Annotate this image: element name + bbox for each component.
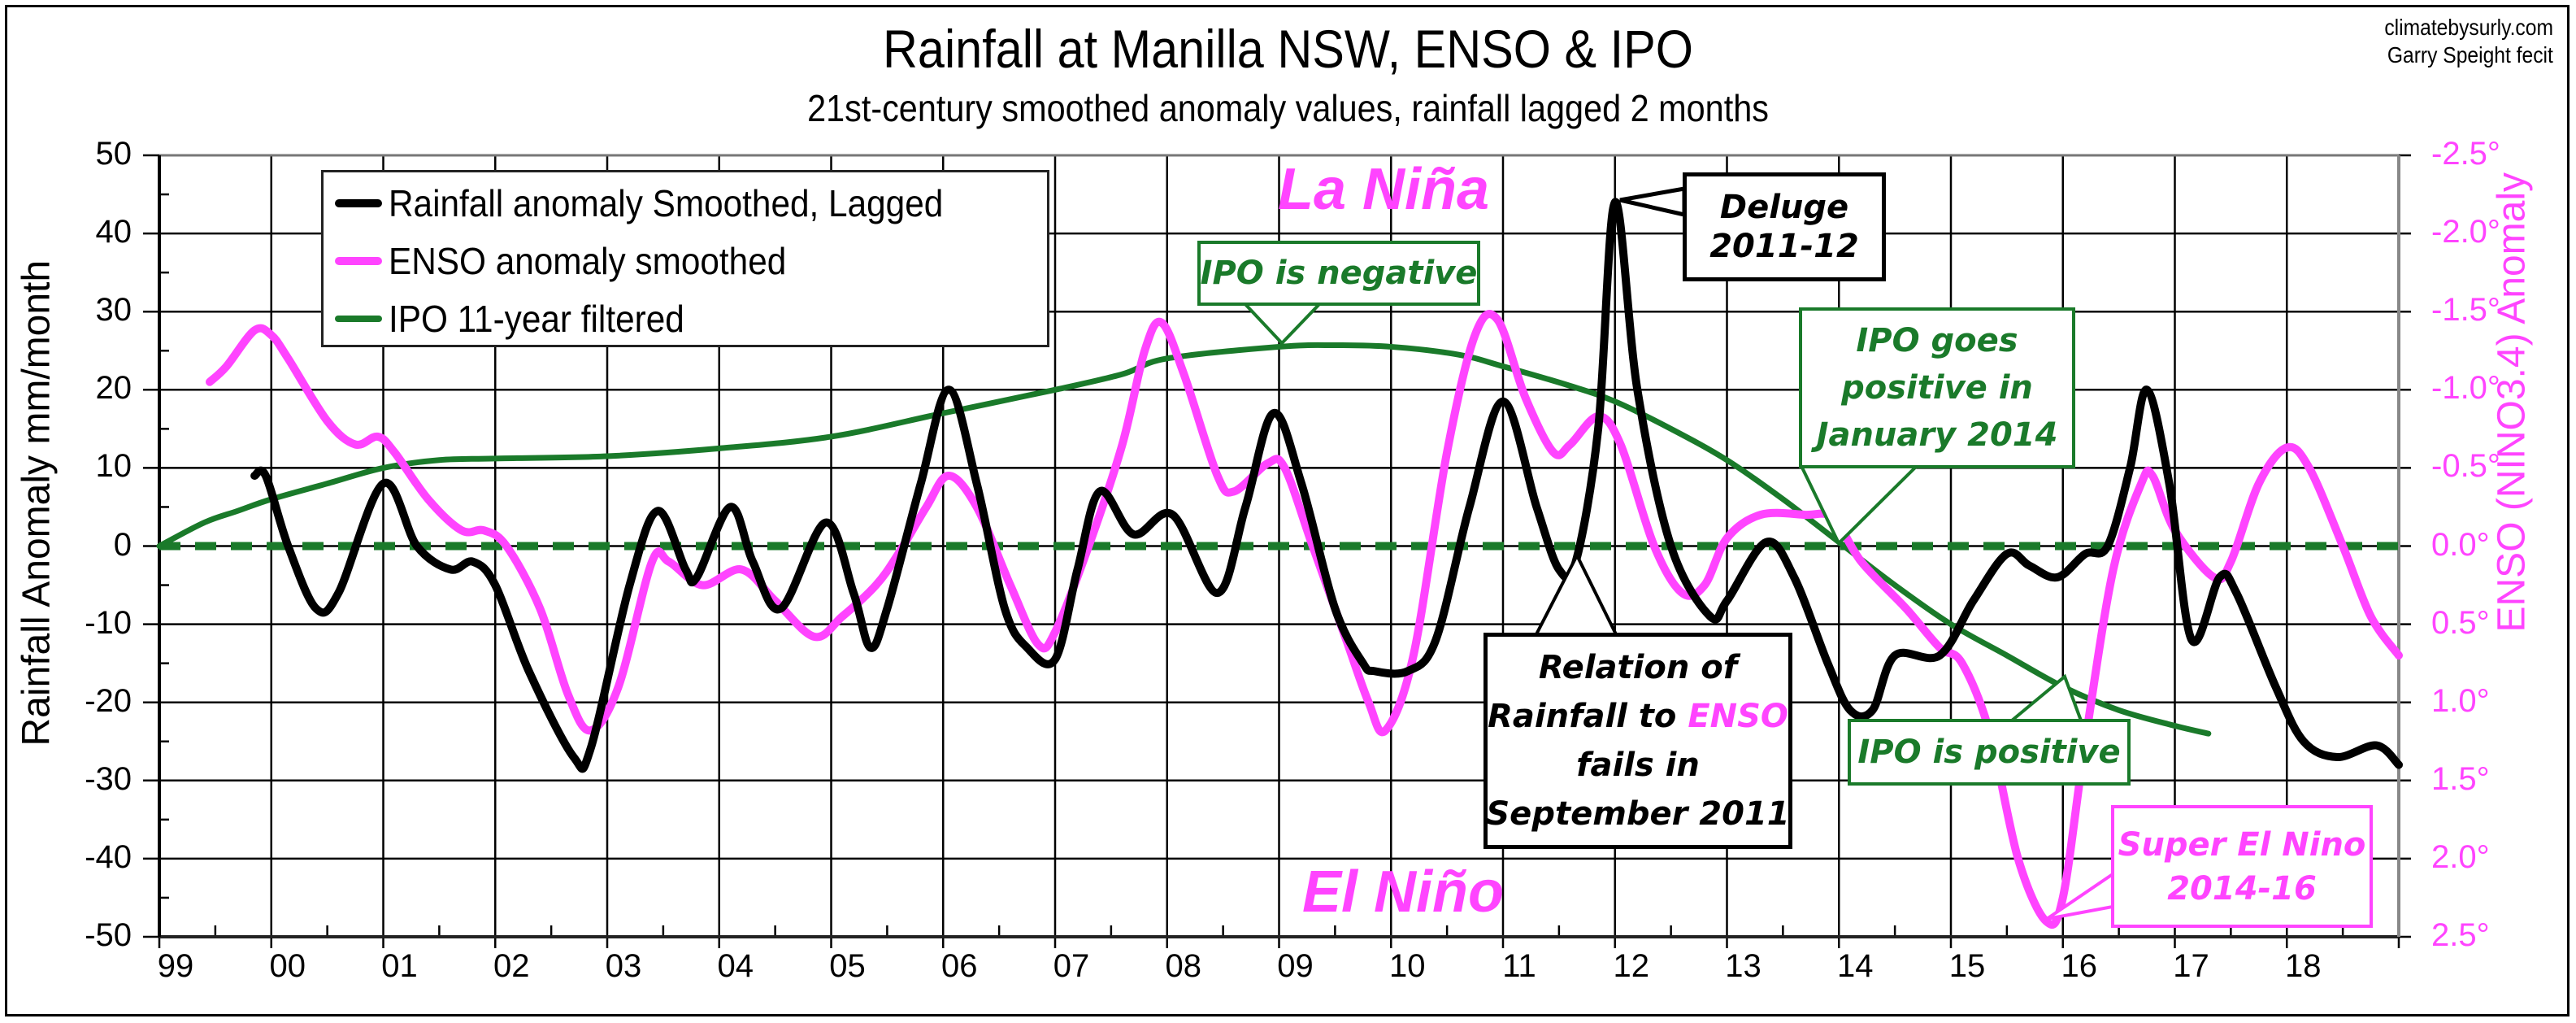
x-tick-label: 06 bbox=[941, 948, 978, 984]
x-tick-label: 15 bbox=[1948, 948, 1986, 984]
x-tick-label: 02 bbox=[493, 948, 530, 984]
series-ipo-line bbox=[156, 342, 2212, 737]
relation-callout: Relation of Rainfall to ENSO fails in Se… bbox=[1483, 633, 1792, 849]
legend-swatch-enso bbox=[335, 257, 382, 265]
y-tick-label: -10 bbox=[85, 604, 132, 641]
ipo-negative-callout: IPO is negative bbox=[1197, 241, 1480, 306]
chart-subtitle: 21st-century smoothed anomaly values, ra… bbox=[807, 87, 1769, 129]
y2-tick-label: -2.0° bbox=[2431, 214, 2500, 250]
callout-text: IPO is negative bbox=[1200, 255, 1478, 292]
super-el-nino-pointer bbox=[2045, 871, 2114, 921]
callout-text: September 2011 bbox=[1486, 795, 1790, 833]
callout-text-enso: ENSO bbox=[1688, 698, 1788, 735]
relation-pointer bbox=[1533, 551, 1619, 636]
ipo-positive-pointer bbox=[2007, 673, 2083, 722]
ipo-goes-positive-callout: IPO goes positive in January 2014 bbox=[1799, 307, 2075, 468]
x-tick-label: 11 bbox=[1502, 948, 1536, 984]
ipo-negative-pointer bbox=[1240, 301, 1325, 346]
y-tick-label: -30 bbox=[85, 760, 132, 797]
y2-tick-label: 0.0° bbox=[2431, 526, 2490, 563]
callout-text: Super El Nino bbox=[2118, 825, 2366, 864]
callout-text: 2014-16 bbox=[2167, 869, 2317, 908]
el-nino-label: El Niño bbox=[1302, 860, 1504, 925]
callout-text: January 2014 bbox=[1816, 416, 2058, 454]
deluge-callout: Deluge 2011-12 bbox=[1683, 172, 1886, 281]
x-tick-label: 10 bbox=[1389, 948, 1426, 984]
callout-text: IPO goes bbox=[1856, 322, 2018, 359]
callout-text: Rainfall to bbox=[1488, 698, 1688, 735]
callout-text: Relation of bbox=[1538, 649, 1738, 686]
legend-label: ENSO anomaly smoothed bbox=[389, 240, 787, 282]
legend-item-rainfall: Rainfall anomaly Smoothed, Lagged bbox=[335, 179, 992, 228]
x-tick-label: 05 bbox=[829, 948, 866, 984]
legend: Rainfall anomaly Smoothed, Lagged ENSO a… bbox=[321, 170, 1049, 347]
y2-tick-label: 2.0° bbox=[2431, 838, 2490, 875]
series-rainfall-line bbox=[250, 198, 2403, 773]
y2-tick-label: 1.0° bbox=[2431, 682, 2490, 719]
la-nina-label: La Niña bbox=[1278, 157, 1490, 222]
callout-text: fails in bbox=[1576, 747, 1700, 784]
deluge-pointer bbox=[1619, 186, 1687, 218]
x-tick-label: 13 bbox=[1725, 948, 1761, 984]
y-axis-label-left: Rainfall Anomaly mm/month bbox=[15, 259, 59, 747]
y-tick-label: -50 bbox=[85, 917, 132, 953]
y2-tick-label: 2.5° bbox=[2431, 917, 2490, 953]
ipo-positive-callout: IPO is positive bbox=[1848, 719, 2131, 786]
y-tick-label: -20 bbox=[85, 682, 132, 719]
credit-author: Garry Speight fecit bbox=[2387, 42, 2553, 67]
x-tick-label: 16 bbox=[2061, 948, 2098, 984]
x-tick-label: 03 bbox=[605, 948, 642, 984]
legend-label: IPO 11-year filtered bbox=[389, 298, 684, 340]
ipo-goes-positive-pointer bbox=[1798, 464, 1921, 546]
callout-text: Deluge bbox=[1719, 189, 1849, 226]
y-tick-label: 0 bbox=[113, 526, 132, 563]
y2-tick-label: -2.5° bbox=[2431, 136, 2500, 172]
x-tick-label: 04 bbox=[717, 948, 754, 984]
x-tick-label: 07 bbox=[1053, 948, 1090, 984]
callout-text: 2011-12 bbox=[1709, 228, 1859, 265]
legend-label: Rainfall anomaly Smoothed, Lagged bbox=[389, 182, 944, 224]
super-el-nino-callout: Super El Nino 2014-16 bbox=[2111, 805, 2373, 928]
x-tick-label: 17 bbox=[2173, 948, 2209, 984]
callout-text: positive in bbox=[1841, 369, 2033, 407]
y2-tick-label: 0.5° bbox=[2431, 604, 2490, 641]
y-axis-label-right: ENSO (NINO3.4) Anomaly bbox=[2490, 172, 2534, 633]
y-tick-label: -40 bbox=[85, 838, 132, 875]
x-tick-label: 09 bbox=[1277, 948, 1314, 984]
callout-text-line2: Rainfall to ENSO bbox=[1488, 692, 1788, 741]
x-tick-label: 01 bbox=[381, 948, 418, 984]
x-tick-label: 99 bbox=[157, 948, 194, 984]
series-layer bbox=[156, 198, 2403, 929]
x-tick-label: 14 bbox=[1837, 948, 1874, 984]
y-tick-label: 40 bbox=[95, 214, 132, 250]
y2-tick-label: -1.0° bbox=[2431, 370, 2500, 407]
credit-site: climatebysurly.com bbox=[2384, 15, 2553, 40]
x-tick-label: 08 bbox=[1165, 948, 1202, 984]
y-tick-label: 50 bbox=[95, 136, 132, 172]
y-tick-label: 30 bbox=[95, 292, 132, 329]
y-tick-label: 20 bbox=[95, 370, 132, 407]
callout-text: IPO is positive bbox=[1857, 734, 2121, 771]
x-tick-label: 12 bbox=[1613, 948, 1650, 984]
legend-swatch-ipo bbox=[335, 316, 382, 322]
legend-item-enso: ENSO anomaly smoothed bbox=[335, 237, 821, 285]
legend-swatch-rainfall bbox=[335, 199, 382, 207]
chart-title: Rainfall at Manilla NSW, ENSO & IPO bbox=[883, 19, 1693, 79]
y-tick-label: 10 bbox=[95, 448, 132, 485]
x-tick-label: 18 bbox=[2285, 948, 2322, 984]
callout-pointers bbox=[1240, 186, 2114, 921]
x-tick-label: 00 bbox=[269, 948, 306, 984]
y2-tick-label: -0.5° bbox=[2431, 448, 2500, 485]
y2-tick-label: -1.5° bbox=[2431, 292, 2500, 329]
y2-tick-label: 1.5° bbox=[2431, 760, 2490, 797]
legend-item-ipo: IPO 11-year filtered bbox=[335, 294, 710, 343]
